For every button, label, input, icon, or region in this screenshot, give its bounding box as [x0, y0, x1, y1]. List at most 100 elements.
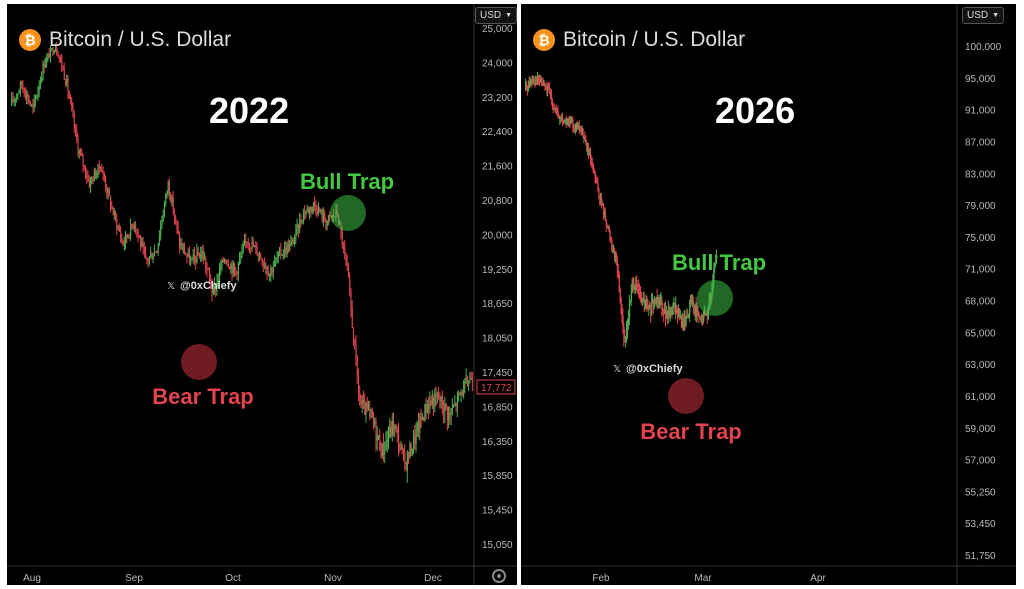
currency-selector[interactable]: USD ▼ [962, 7, 1004, 24]
candle-body [110, 196, 112, 208]
candle-body [245, 240, 247, 242]
candle-body [663, 312, 665, 314]
candle-body [18, 90, 20, 94]
candle-body [597, 182, 599, 190]
candle-body [346, 262, 348, 268]
candle-body [532, 79, 534, 82]
candle-body [285, 247, 287, 254]
candle-body [651, 300, 653, 315]
candle-body [202, 250, 204, 260]
candle-body [633, 285, 635, 288]
candle-body [443, 406, 445, 413]
candle-body [408, 452, 410, 459]
candle-body [20, 82, 22, 91]
candle-body [255, 245, 257, 247]
candle-body [465, 377, 467, 380]
candle-body [706, 314, 708, 316]
candle-body [121, 237, 123, 240]
candle-body [111, 207, 113, 209]
candle-body [112, 208, 114, 215]
candle-body [236, 271, 238, 275]
candle-body [55, 47, 57, 52]
y-tick-label: 79,000 [965, 201, 996, 212]
settings-gear-icon[interactable] [492, 569, 506, 583]
candle-body [635, 279, 637, 288]
candle-body [191, 257, 193, 260]
candle-body [328, 215, 330, 221]
candle-body [40, 80, 42, 87]
candle-body [659, 300, 661, 304]
candle-body [232, 263, 234, 274]
candle-body [229, 267, 231, 270]
y-tick-label: 17,450 [482, 368, 513, 379]
candle-body [299, 220, 301, 231]
candle-body [250, 247, 252, 249]
candle-body [468, 382, 470, 386]
candle-body [363, 400, 365, 402]
candle-body [685, 317, 687, 325]
candle-body [251, 241, 253, 249]
candle-body [641, 296, 643, 302]
candle-body [421, 418, 423, 420]
candle-body [571, 119, 573, 121]
candle-body [658, 300, 660, 304]
bear-trap-label: Bear Trap [640, 419, 742, 444]
candle-body [185, 254, 187, 256]
candle-body [625, 337, 627, 340]
last-price-marker [476, 379, 516, 395]
candle-body [62, 67, 64, 69]
candle-body [629, 302, 631, 319]
candle-body [418, 422, 420, 433]
candle-body [279, 249, 281, 253]
candle-body [272, 266, 274, 273]
candle-body [257, 255, 259, 257]
candle-body [472, 379, 474, 383]
candle-body [294, 237, 296, 244]
last-price-label: 17,772 [481, 383, 512, 394]
candle-body [113, 212, 115, 215]
candle-body [536, 78, 538, 85]
candle-body [151, 253, 153, 260]
candle-body [358, 375, 360, 393]
candle-body [425, 404, 427, 413]
candle-body [274, 259, 276, 267]
price-chart-2026[interactable]: 100,000 95,000 91,000 87,000 83,000 79,000 75,… [521, 4, 1016, 585]
price-chart-2022[interactable]: 25,000 24,000 23,200 22,400 21,600 20,800 20,0… [7, 4, 517, 585]
candle-body [578, 125, 580, 128]
candle-body [664, 308, 666, 314]
candle-body [669, 314, 671, 318]
candle-body [375, 422, 377, 441]
candle-body [457, 394, 459, 407]
candle-body [199, 255, 201, 259]
candle-body [683, 318, 685, 331]
candle-body [175, 217, 177, 221]
candle-body [349, 277, 351, 290]
candle-body [118, 227, 120, 232]
candle-body [699, 317, 701, 319]
candle-body [17, 93, 19, 95]
candle-body [525, 84, 527, 90]
candle-body [694, 306, 696, 314]
candle-body [260, 254, 262, 260]
candle-body [413, 435, 415, 449]
candle-body [61, 58, 63, 68]
candle-body [304, 212, 306, 215]
candle-body [533, 79, 535, 82]
candle-body [420, 416, 422, 420]
candle-body [90, 178, 92, 187]
candle-body [286, 244, 288, 254]
y-tick-label: 23,200 [482, 93, 513, 104]
candle-body [169, 181, 171, 195]
candle-body [280, 249, 282, 256]
candle-body [201, 250, 203, 255]
candle-body [220, 267, 222, 269]
candle-body [660, 300, 662, 302]
currency-selector[interactable]: USD ▼ [475, 7, 517, 24]
candle-body [386, 440, 388, 442]
candle-body [261, 259, 263, 265]
candle-body [672, 306, 674, 315]
candle-body [301, 221, 303, 223]
candle-body [259, 254, 261, 256]
candle-body [594, 172, 596, 181]
candle-body [696, 310, 698, 316]
